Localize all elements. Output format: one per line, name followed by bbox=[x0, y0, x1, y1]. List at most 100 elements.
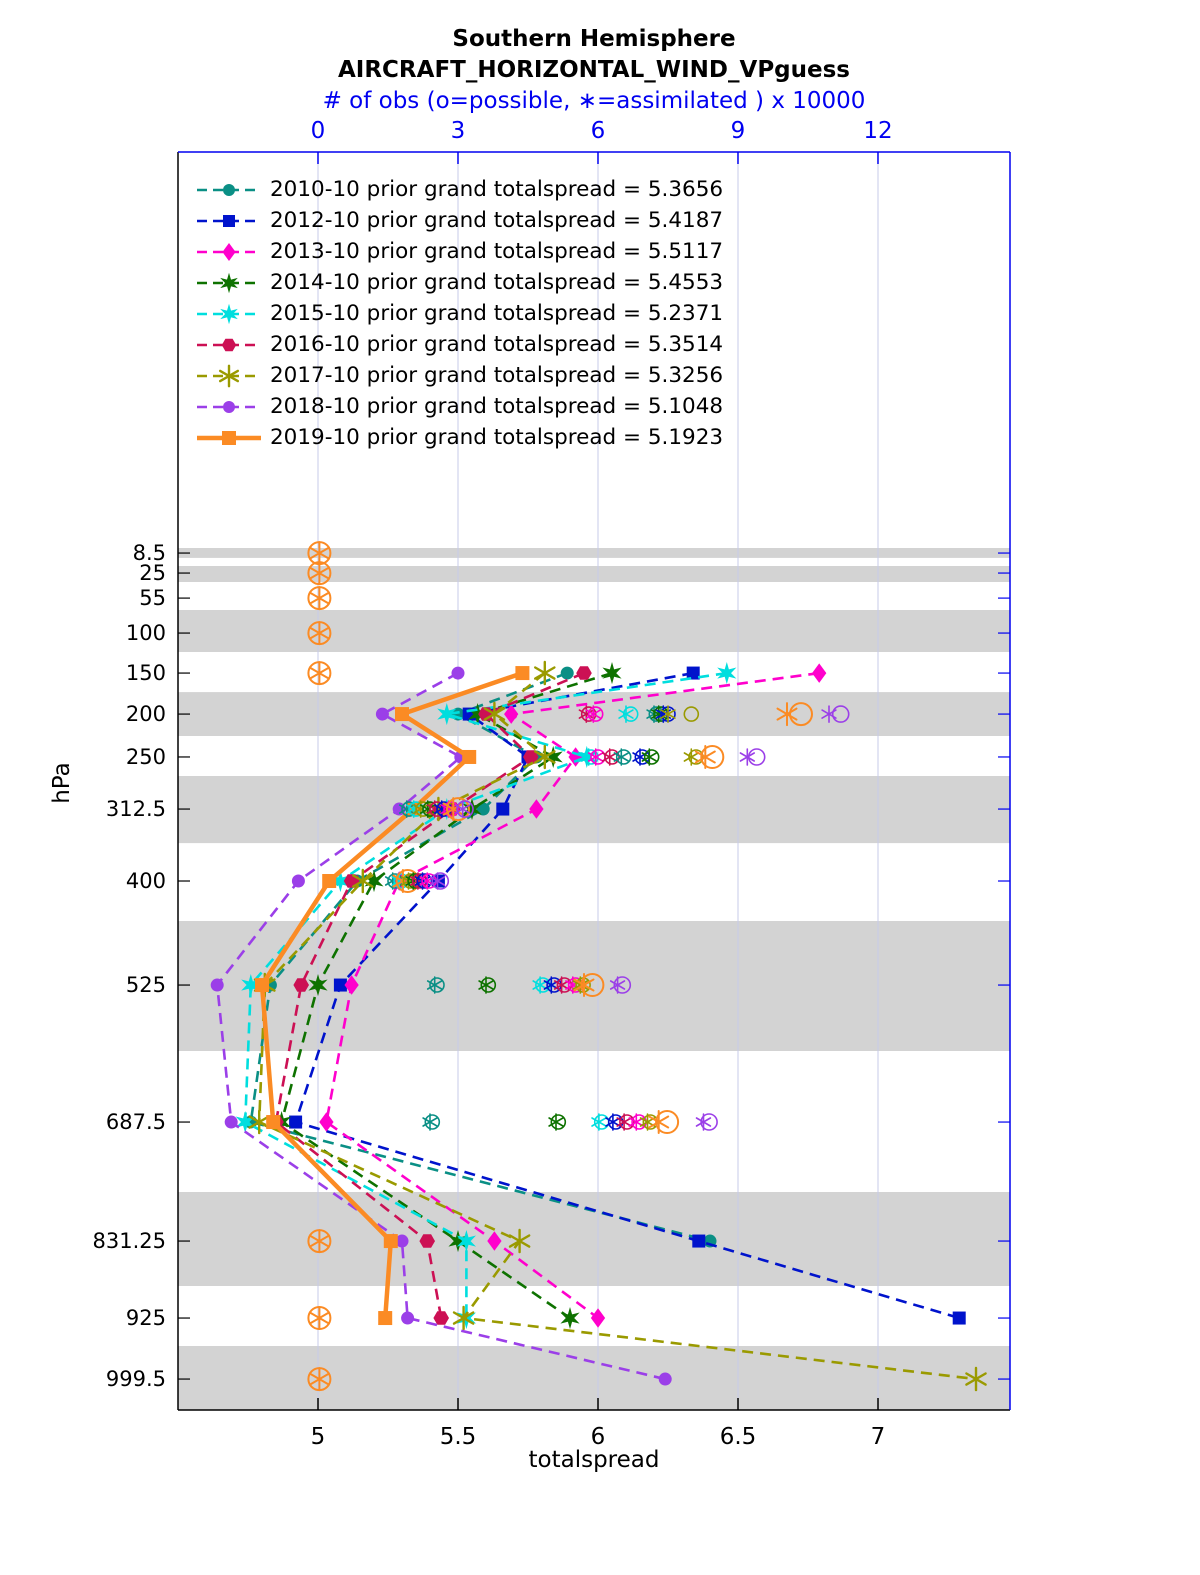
bottom-tick-label: 6 bbox=[591, 1424, 606, 1450]
level-tick-label: 55 bbox=[139, 586, 166, 610]
circle-marker bbox=[451, 666, 465, 680]
asterisk-glyph bbox=[483, 707, 506, 721]
hexagon-marker bbox=[523, 750, 539, 764]
level-tick-label: 925 bbox=[126, 1306, 166, 1330]
level-tick-label: 25 bbox=[139, 561, 166, 585]
legend-item-2013-10: 2013-10 prior grand totalspread = 5.5117 bbox=[196, 236, 723, 267]
square-marker bbox=[322, 874, 337, 889]
asterisk-glyph bbox=[591, 1117, 607, 1127]
asterisk-glyph bbox=[605, 1117, 621, 1127]
level-tick-label: 150 bbox=[126, 661, 166, 685]
square-marker bbox=[333, 978, 347, 992]
star6-marker bbox=[220, 272, 238, 293]
bottom-tick-label: 6.5 bbox=[720, 1424, 757, 1450]
star6-marker bbox=[220, 303, 238, 324]
chart-subtitle: AIRCRAFT_HORIZONTAL_WIND_VPguess bbox=[337, 57, 850, 83]
asterisk-glyph bbox=[308, 1234, 330, 1248]
asterisk-glyph bbox=[398, 804, 415, 814]
asterisk-glyph bbox=[308, 546, 330, 560]
circle-marker bbox=[291, 874, 305, 888]
level-tick-label: 525 bbox=[126, 973, 166, 997]
asterisk-glyph bbox=[442, 802, 464, 816]
top-tick-label: 9 bbox=[731, 118, 746, 144]
asterisk-glyph bbox=[587, 752, 604, 762]
star6-marker bbox=[330, 870, 350, 893]
legend-item-2014-10: 2014-10 prior grand totalspread = 5.4553 bbox=[196, 267, 723, 298]
circle-marker bbox=[210, 978, 224, 992]
asterisk-glyph bbox=[695, 1117, 712, 1127]
star6-marker bbox=[577, 745, 597, 768]
asterisk-glyph bbox=[739, 752, 756, 762]
top-tick-label: 6 bbox=[591, 118, 606, 144]
star6-marker bbox=[308, 974, 328, 997]
obs-markers-level-200 bbox=[578, 702, 850, 727]
series-2018-10 bbox=[210, 666, 672, 1386]
level-tick-label: 400 bbox=[126, 869, 166, 893]
obs-markers-level-831.25 bbox=[307, 1229, 332, 1254]
asterisk-glyph bbox=[219, 369, 239, 382]
obs-markers-level-55 bbox=[307, 586, 332, 611]
obs-markers-level-999.5 bbox=[307, 1367, 332, 1392]
circle-marker bbox=[401, 1311, 415, 1325]
legend-line-sample bbox=[197, 272, 261, 293]
diamond-marker bbox=[344, 975, 359, 995]
square-marker bbox=[289, 1115, 303, 1129]
obs-possible-marker bbox=[424, 1114, 441, 1130]
star6-marker bbox=[448, 1230, 468, 1253]
asterisk-glyph bbox=[613, 752, 630, 762]
bottom-tick-label: 7 bbox=[871, 1424, 886, 1450]
asterisk-glyph bbox=[580, 752, 597, 762]
circle-marker bbox=[658, 1372, 672, 1386]
hexagon-marker bbox=[576, 666, 592, 680]
asterisk-glyph bbox=[694, 750, 716, 764]
asterisk-glyph bbox=[573, 978, 595, 992]
asterisk-glyph bbox=[548, 1117, 564, 1127]
square-marker bbox=[255, 978, 270, 993]
asterisk-glyph bbox=[609, 980, 626, 990]
asterisk-glyph bbox=[532, 980, 548, 990]
obs-possible-marker bbox=[700, 745, 725, 769]
legend-label: 2019-10 prior grand totalspread = 5.1923 bbox=[270, 425, 724, 450]
legend-line-sample bbox=[197, 364, 261, 387]
obs-possible-marker bbox=[580, 706, 597, 722]
legend-label: 2012-10 prior grand totalspread = 5.4187 bbox=[270, 208, 724, 233]
legend-item-2019-10: 2019-10 prior grand totalspread = 5.1923 bbox=[196, 422, 723, 453]
legend-line-sample bbox=[197, 242, 261, 261]
obs-markers-level-25 bbox=[307, 561, 332, 586]
asterisk-glyph bbox=[616, 1117, 632, 1127]
level-tick-label: 999.5 bbox=[106, 1367, 166, 1391]
asterisk-glyph bbox=[534, 750, 556, 764]
hexagon-marker bbox=[221, 338, 237, 351]
asterisk-glyph bbox=[601, 752, 618, 762]
pressure-band bbox=[178, 548, 1010, 558]
level-tick-label: 8.5 bbox=[133, 541, 166, 565]
legend-label: 2016-10 prior grand totalspread = 5.3514 bbox=[270, 332, 724, 357]
obs-markers-level-100 bbox=[307, 621, 332, 646]
pressure-band bbox=[178, 1346, 1010, 1410]
obs-possible-marker bbox=[683, 706, 700, 722]
level-tick-label: 687.5 bbox=[106, 1110, 166, 1134]
asterisk-glyph bbox=[308, 626, 330, 640]
legend-label: 2018-10 prior grand totalspread = 5.1048 bbox=[270, 394, 724, 419]
legend-line-sample bbox=[197, 338, 261, 351]
top-tick-label: 0 bbox=[311, 118, 326, 144]
level-tick-label: 312.5 bbox=[106, 797, 166, 821]
legend-item-2018-10: 2018-10 prior grand totalspread = 5.1048 bbox=[196, 391, 723, 422]
obs-markers-level-925 bbox=[307, 1306, 332, 1330]
legend-label: 2017-10 prior grand totalspread = 5.3256 bbox=[270, 363, 724, 388]
series-line bbox=[215, 671, 666, 1381]
star6-marker bbox=[717, 662, 737, 685]
obs-possible-marker bbox=[655, 1110, 680, 1134]
asterisk-glyph bbox=[419, 804, 436, 814]
square-marker bbox=[223, 214, 235, 227]
asterisk-glyph bbox=[965, 1372, 987, 1386]
obs-possible-marker bbox=[580, 973, 605, 997]
obs-possible-marker bbox=[747, 748, 766, 766]
asterisk-glyph bbox=[618, 709, 634, 719]
obs-possible-marker bbox=[436, 801, 452, 817]
legend-item-2012-10: 2012-10 prior grand totalspread = 5.4187 bbox=[196, 205, 723, 236]
circle-marker bbox=[224, 1115, 238, 1129]
legend-line-sample bbox=[197, 214, 261, 227]
